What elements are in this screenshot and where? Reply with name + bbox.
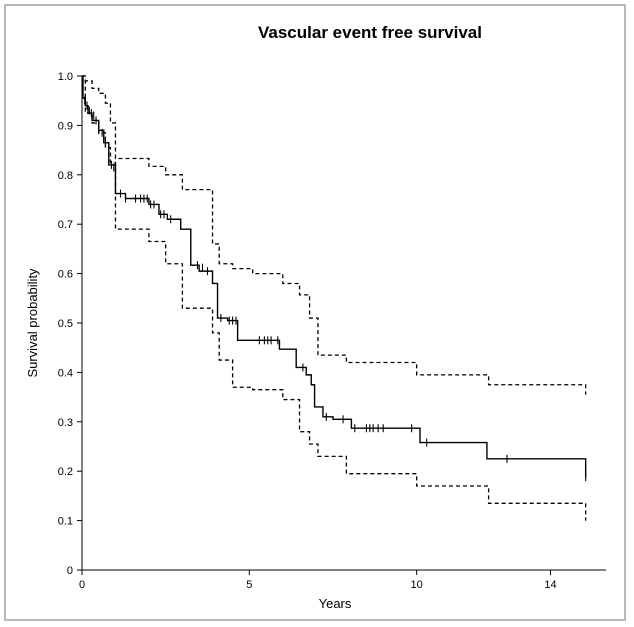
- chart-frame: [4, 4, 626, 621]
- x-tick-label: 10: [411, 579, 423, 591]
- y-tick-label: 0.6: [58, 269, 73, 281]
- upper-confidence-curve: [82, 75, 587, 395]
- chart-title: Vascular event free survival: [258, 23, 482, 42]
- lower-confidence-curve: [82, 75, 587, 521]
- y-tick-label: 0.8: [58, 170, 73, 182]
- x-tick-label: 0: [79, 579, 85, 591]
- series-layer: [82, 75, 587, 521]
- x-axis-label: Years: [319, 596, 352, 611]
- y-tick-label: 1.0: [58, 71, 73, 83]
- x-tick-label: 5: [246, 579, 252, 591]
- survival-curve: [82, 75, 587, 478]
- y-tick-label: 0.3: [58, 417, 73, 429]
- y-tick-label: 0.2: [58, 466, 73, 478]
- y-tick-label: 0.1: [58, 516, 73, 528]
- y-tick-label: 0.4: [58, 367, 73, 379]
- y-tick-label: 0.7: [58, 219, 73, 231]
- y-tick-label: 0.9: [58, 120, 73, 132]
- y-tick-label: 0.5: [58, 318, 73, 330]
- axes: 0 0.1 0.2 0.3 0.4 0.5 0.6 0.7 0.8 0.9 1.0 0 5 10 14: [58, 71, 606, 591]
- y-tick-label: 0: [67, 565, 73, 577]
- x-tick-label: 14: [544, 579, 556, 591]
- y-axis-label: Survival probability: [25, 268, 40, 378]
- censor-layer: [84, 96, 587, 482]
